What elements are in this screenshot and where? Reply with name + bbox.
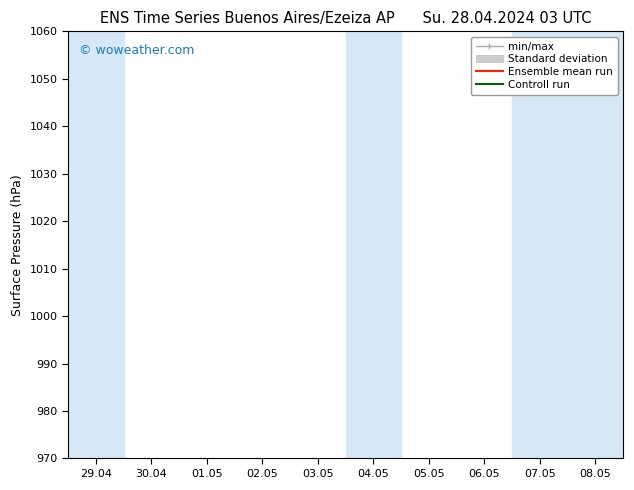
- Bar: [68, 31, 124, 459]
- Text: © woweather.com: © woweather.com: [79, 44, 195, 57]
- Bar: [346, 31, 401, 459]
- Bar: [512, 31, 623, 459]
- Legend: min/max, Standard deviation, Ensemble mean run, Controll run: min/max, Standard deviation, Ensemble me…: [471, 37, 618, 95]
- Title: ENS Time Series Buenos Aires/Ezeiza AP      Su. 28.04.2024 03 UTC: ENS Time Series Buenos Aires/Ezeiza AP S…: [100, 11, 592, 26]
- Y-axis label: Surface Pressure (hPa): Surface Pressure (hPa): [11, 174, 24, 316]
